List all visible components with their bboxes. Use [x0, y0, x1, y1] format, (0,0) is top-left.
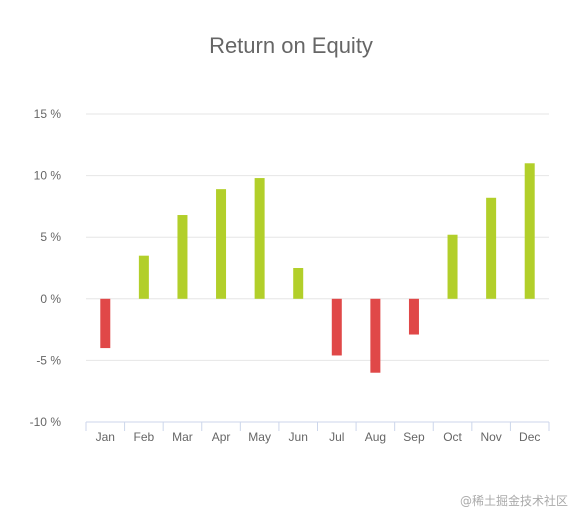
y-tick-label: 10 % — [34, 169, 62, 183]
y-tick-label: -10 % — [30, 415, 62, 429]
x-tick-label: Dec — [519, 430, 540, 444]
bar-sep — [408, 298, 419, 335]
bar-apr — [216, 189, 227, 299]
x-axis: Jan Feb Mar Apr May Jun Jul Aug Sep Oct Nov Dec — [85, 421, 550, 444]
y-tick-label: -5 % — [36, 353, 61, 367]
x-tick-label: Feb — [134, 430, 155, 444]
y-axis-ticks: -10 % -5 % 0 % 5 % 10 % 15 % — [30, 107, 62, 429]
x-tick-label: Mar — [172, 430, 193, 444]
bar-aug — [370, 298, 381, 373]
x-tick-label: May — [248, 430, 271, 444]
bar-feb — [138, 255, 149, 299]
x-tick-label: Jul — [329, 430, 344, 444]
x-tick-label: Aug — [365, 430, 386, 444]
y-tick-label: 5 % — [40, 230, 61, 244]
x-tick-label: Jan — [96, 430, 115, 444]
y-tick-label: 15 % — [34, 107, 62, 121]
y-tick-label: 0 % — [40, 292, 61, 306]
bars — [100, 163, 535, 373]
bar-dec — [524, 163, 535, 299]
x-tick-label: Jun — [289, 430, 308, 444]
bar-nov — [486, 197, 497, 299]
grid-lines — [86, 113, 549, 361]
x-tick-label: Apr — [212, 430, 231, 444]
bar-jun — [293, 268, 304, 299]
bar-mar — [177, 215, 188, 299]
chart-title: Return on Equity — [209, 33, 373, 58]
x-tick-label: Nov — [480, 430, 501, 444]
watermark: @稀土掘金技术社区 — [459, 494, 568, 508]
bar-jan — [100, 298, 111, 349]
bar-oct — [447, 234, 458, 299]
bar-may — [254, 178, 265, 299]
bar-jul — [331, 298, 342, 356]
x-tick-label: Oct — [443, 430, 462, 444]
x-tick-label: Sep — [403, 430, 425, 444]
